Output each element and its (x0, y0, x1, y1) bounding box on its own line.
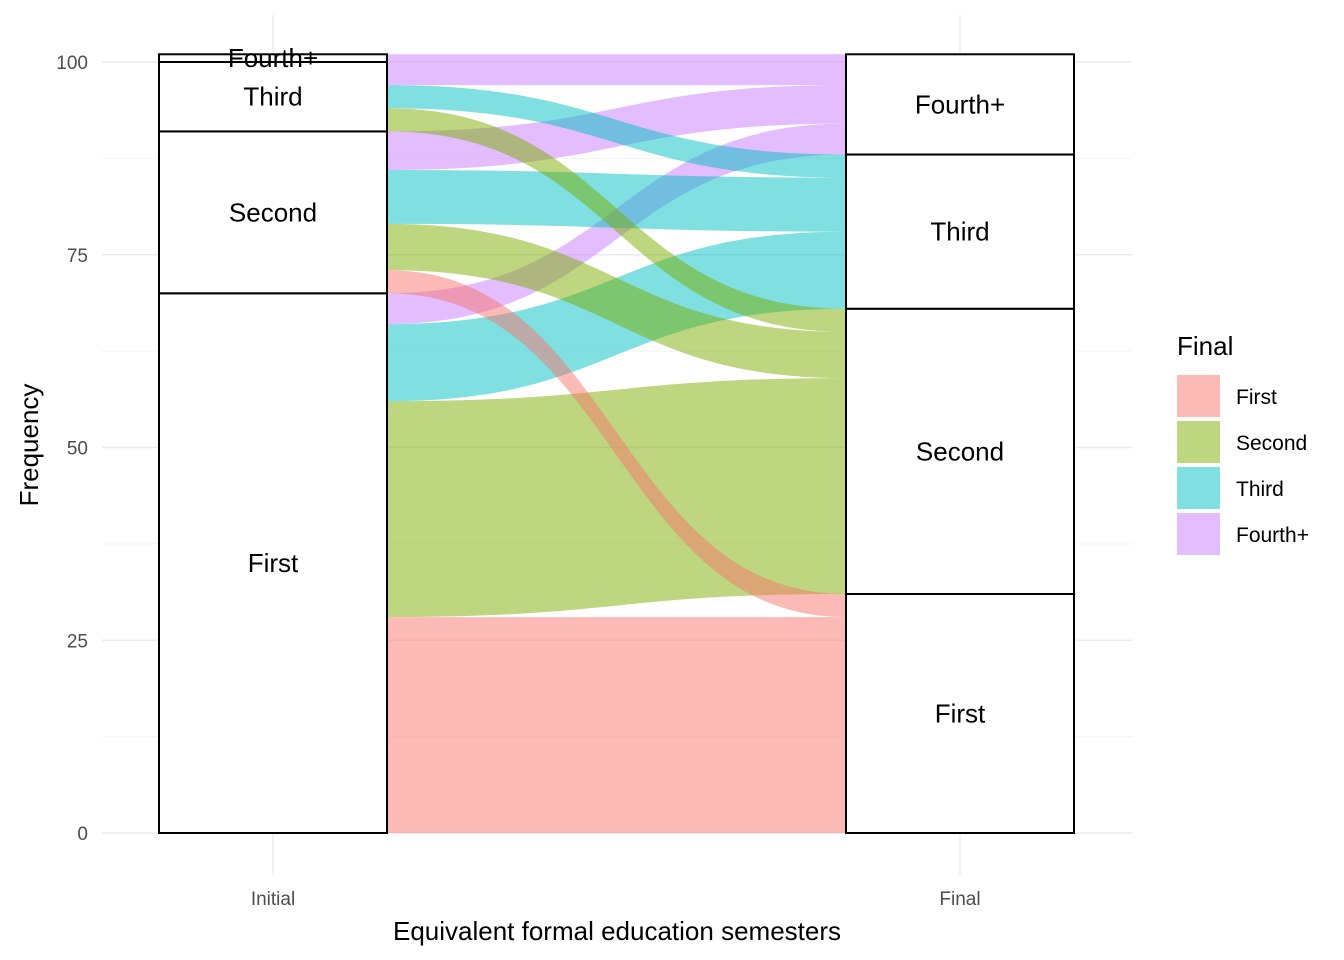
stratum-label: First (248, 548, 299, 578)
y-tick-label: 75 (67, 246, 88, 267)
stratum-final-fourthplus (845, 53, 1075, 156)
stratum-final-third (845, 153, 1075, 310)
stratum-final-first (845, 592, 1075, 834)
flow-third-to-second (387, 108, 846, 332)
flow-third-to-fourthplus (387, 62, 846, 86)
y-tick-label: 100 (56, 53, 88, 74)
legend-label: Second (1236, 432, 1307, 455)
axes: 0 25 50 75 100 Initial Final (56, 53, 980, 910)
legend-title: Final (1177, 331, 1233, 361)
x-axis-title: Equivalent formal education semesters (393, 916, 841, 946)
y-tick-label: 25 (67, 631, 88, 652)
y-tick-label: 0 (77, 824, 88, 845)
stratum-label: Third (243, 82, 302, 112)
legend-label: Third (1236, 478, 1284, 501)
stratum-initial-first (158, 292, 388, 834)
flow-third-to-third (387, 85, 846, 178)
legend-swatch-first (1177, 375, 1220, 417)
y-tick-label: 50 (67, 439, 88, 460)
stratum-label: First (935, 698, 986, 728)
stratum-label: Fourth+ (915, 89, 1005, 119)
stratum-final-second (845, 307, 1075, 595)
flow-first-to-second (387, 378, 846, 618)
y-axis-title: Frequency (14, 384, 44, 507)
legend-label: First (1236, 386, 1277, 409)
stratum-initial-fourthplus (158, 53, 388, 64)
flow-second-to-second (387, 223, 846, 379)
legend-items: First Second Third Fourth+ (1177, 375, 1309, 555)
flow-first-to-first (387, 617, 846, 833)
x-tick-label: Initial (251, 889, 295, 910)
legend-swatch-fourthplus (1177, 513, 1220, 555)
stratum-initial-second (158, 130, 388, 295)
legend-label: Fourth+ (1236, 524, 1309, 547)
flow-second-to-third (387, 169, 846, 232)
flow-second-to-first (387, 270, 846, 618)
legend-swatch-third (1177, 467, 1220, 509)
strata: First Second Third Fourth+ First Second Third F… (158, 43, 1075, 834)
legend: Final First Second Third Fourth+ (1177, 331, 1309, 555)
stratum-label: Second (229, 197, 317, 227)
legend-swatch-second (1177, 421, 1220, 463)
x-tick-label: Final (939, 889, 980, 910)
stratum-label: Third (930, 217, 989, 247)
alluvium-flows (387, 54, 846, 833)
flow-fourthplus-to-fourthplus (387, 54, 846, 62)
stratum-label: Second (916, 436, 1004, 466)
stratum-label: Fourth+ (228, 43, 318, 73)
